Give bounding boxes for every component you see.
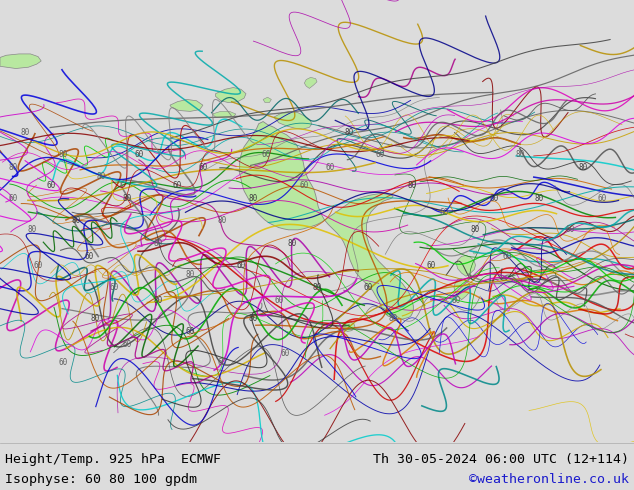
Text: 80: 80 [186,270,195,278]
Text: 80: 80 [27,225,36,234]
Text: 80: 80 [249,314,258,323]
Polygon shape [342,322,355,331]
Text: 80: 80 [471,225,480,234]
Text: 60: 60 [275,296,283,305]
Text: 60: 60 [34,261,42,270]
Text: 80: 80 [313,283,321,292]
Text: 80: 80 [97,172,106,181]
Text: 60: 60 [173,181,182,190]
Polygon shape [212,111,236,118]
Text: 60: 60 [490,195,499,203]
Text: Height/Temp. 925 hPa  ECMWF: Height/Temp. 925 hPa ECMWF [5,453,221,466]
Text: 60: 60 [281,349,290,358]
Text: 60: 60 [135,150,144,159]
Polygon shape [454,278,470,300]
Text: 80: 80 [287,239,296,247]
Text: 60: 60 [198,164,207,172]
Polygon shape [216,88,246,102]
Text: 80: 80 [59,150,68,159]
Text: 60: 60 [122,340,131,349]
Text: 60: 60 [363,283,372,292]
Text: Th 30-05-2024 06:00 UTC (12+114): Th 30-05-2024 06:00 UTC (12+114) [373,453,629,466]
Text: 60: 60 [300,181,309,190]
Polygon shape [274,111,312,129]
Text: 60: 60 [59,358,68,367]
Text: 60: 60 [186,327,195,336]
Text: ©weatheronline.co.uk: ©weatheronline.co.uk [469,473,629,486]
Text: 60: 60 [217,358,226,367]
Text: 80: 80 [91,314,100,323]
Text: 80: 80 [217,217,226,225]
Text: 60: 60 [110,283,119,292]
Text: 80: 80 [515,150,524,159]
Polygon shape [240,122,413,319]
Text: 80: 80 [344,128,353,137]
Text: 60: 60 [427,261,436,270]
Text: 60: 60 [598,195,607,203]
Text: 80: 80 [21,128,30,137]
Text: Isophyse: 60 80 100 gpdm: Isophyse: 60 80 100 gpdm [5,473,197,486]
Text: 80: 80 [389,314,398,323]
Text: 80: 80 [579,164,588,172]
Text: 80: 80 [452,296,461,305]
Text: 60: 60 [236,261,245,270]
Text: 80: 80 [534,195,543,203]
Text: 60: 60 [262,150,271,159]
Text: 80: 80 [249,195,258,203]
Text: 60: 60 [566,225,575,234]
Text: 60: 60 [439,208,448,217]
Text: 80: 80 [122,195,131,203]
Polygon shape [304,77,317,88]
Text: 80: 80 [408,181,417,190]
Text: 80: 80 [154,239,163,247]
Text: 80: 80 [72,217,81,225]
Text: 60: 60 [46,181,55,190]
Polygon shape [263,97,271,102]
Polygon shape [456,255,476,276]
Text: 60: 60 [503,252,512,261]
Text: 60: 60 [8,195,17,203]
Text: 80: 80 [154,296,163,305]
Text: 60: 60 [84,252,93,261]
Polygon shape [386,307,390,310]
Text: 60: 60 [376,150,385,159]
Polygon shape [0,54,41,69]
Text: 60: 60 [325,164,334,172]
Text: 80: 80 [8,164,17,172]
Polygon shape [170,99,203,111]
Polygon shape [473,251,477,254]
